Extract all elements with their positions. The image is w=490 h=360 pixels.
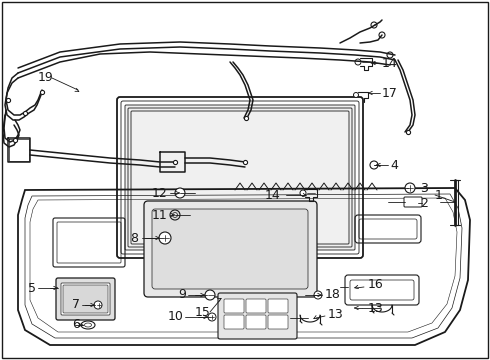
Circle shape xyxy=(353,93,359,98)
Text: 5: 5 xyxy=(28,282,36,294)
FancyBboxPatch shape xyxy=(404,197,422,207)
Text: 2: 2 xyxy=(420,197,428,210)
Text: 13: 13 xyxy=(368,302,384,315)
Text: 8: 8 xyxy=(130,231,138,244)
Text: 3: 3 xyxy=(420,181,428,194)
FancyBboxPatch shape xyxy=(224,299,244,313)
Circle shape xyxy=(314,291,322,299)
FancyBboxPatch shape xyxy=(246,299,266,313)
Circle shape xyxy=(370,161,378,169)
Text: 14: 14 xyxy=(265,189,281,202)
Text: 7: 7 xyxy=(72,298,80,311)
Ellipse shape xyxy=(81,321,95,329)
Text: 10: 10 xyxy=(168,310,184,324)
Text: 4: 4 xyxy=(390,158,398,171)
Circle shape xyxy=(371,22,377,28)
FancyBboxPatch shape xyxy=(268,299,288,313)
FancyBboxPatch shape xyxy=(152,209,308,289)
Text: 12: 12 xyxy=(152,186,168,199)
FancyBboxPatch shape xyxy=(63,285,108,313)
Circle shape xyxy=(159,232,171,244)
Text: 6: 6 xyxy=(72,319,80,332)
Text: 18: 18 xyxy=(325,288,341,302)
Text: 14: 14 xyxy=(382,57,398,69)
FancyBboxPatch shape xyxy=(224,315,244,329)
FancyBboxPatch shape xyxy=(56,278,115,320)
Circle shape xyxy=(175,188,185,198)
FancyBboxPatch shape xyxy=(144,201,317,297)
FancyBboxPatch shape xyxy=(61,283,110,315)
Circle shape xyxy=(387,52,393,58)
Circle shape xyxy=(205,290,215,300)
Text: 13: 13 xyxy=(328,309,344,321)
Circle shape xyxy=(208,313,216,321)
Text: 1: 1 xyxy=(435,189,443,202)
Text: 11: 11 xyxy=(152,208,168,221)
Circle shape xyxy=(379,32,385,38)
Text: 16: 16 xyxy=(368,279,384,292)
Circle shape xyxy=(355,59,361,65)
Circle shape xyxy=(94,301,102,309)
FancyBboxPatch shape xyxy=(125,105,355,250)
Circle shape xyxy=(405,183,415,193)
Text: 9: 9 xyxy=(178,288,186,302)
Circle shape xyxy=(300,190,306,196)
Text: 19: 19 xyxy=(38,71,54,84)
Text: 17: 17 xyxy=(382,86,398,99)
FancyBboxPatch shape xyxy=(246,315,266,329)
FancyBboxPatch shape xyxy=(268,315,288,329)
Text: 15: 15 xyxy=(195,306,211,319)
FancyBboxPatch shape xyxy=(218,293,297,339)
